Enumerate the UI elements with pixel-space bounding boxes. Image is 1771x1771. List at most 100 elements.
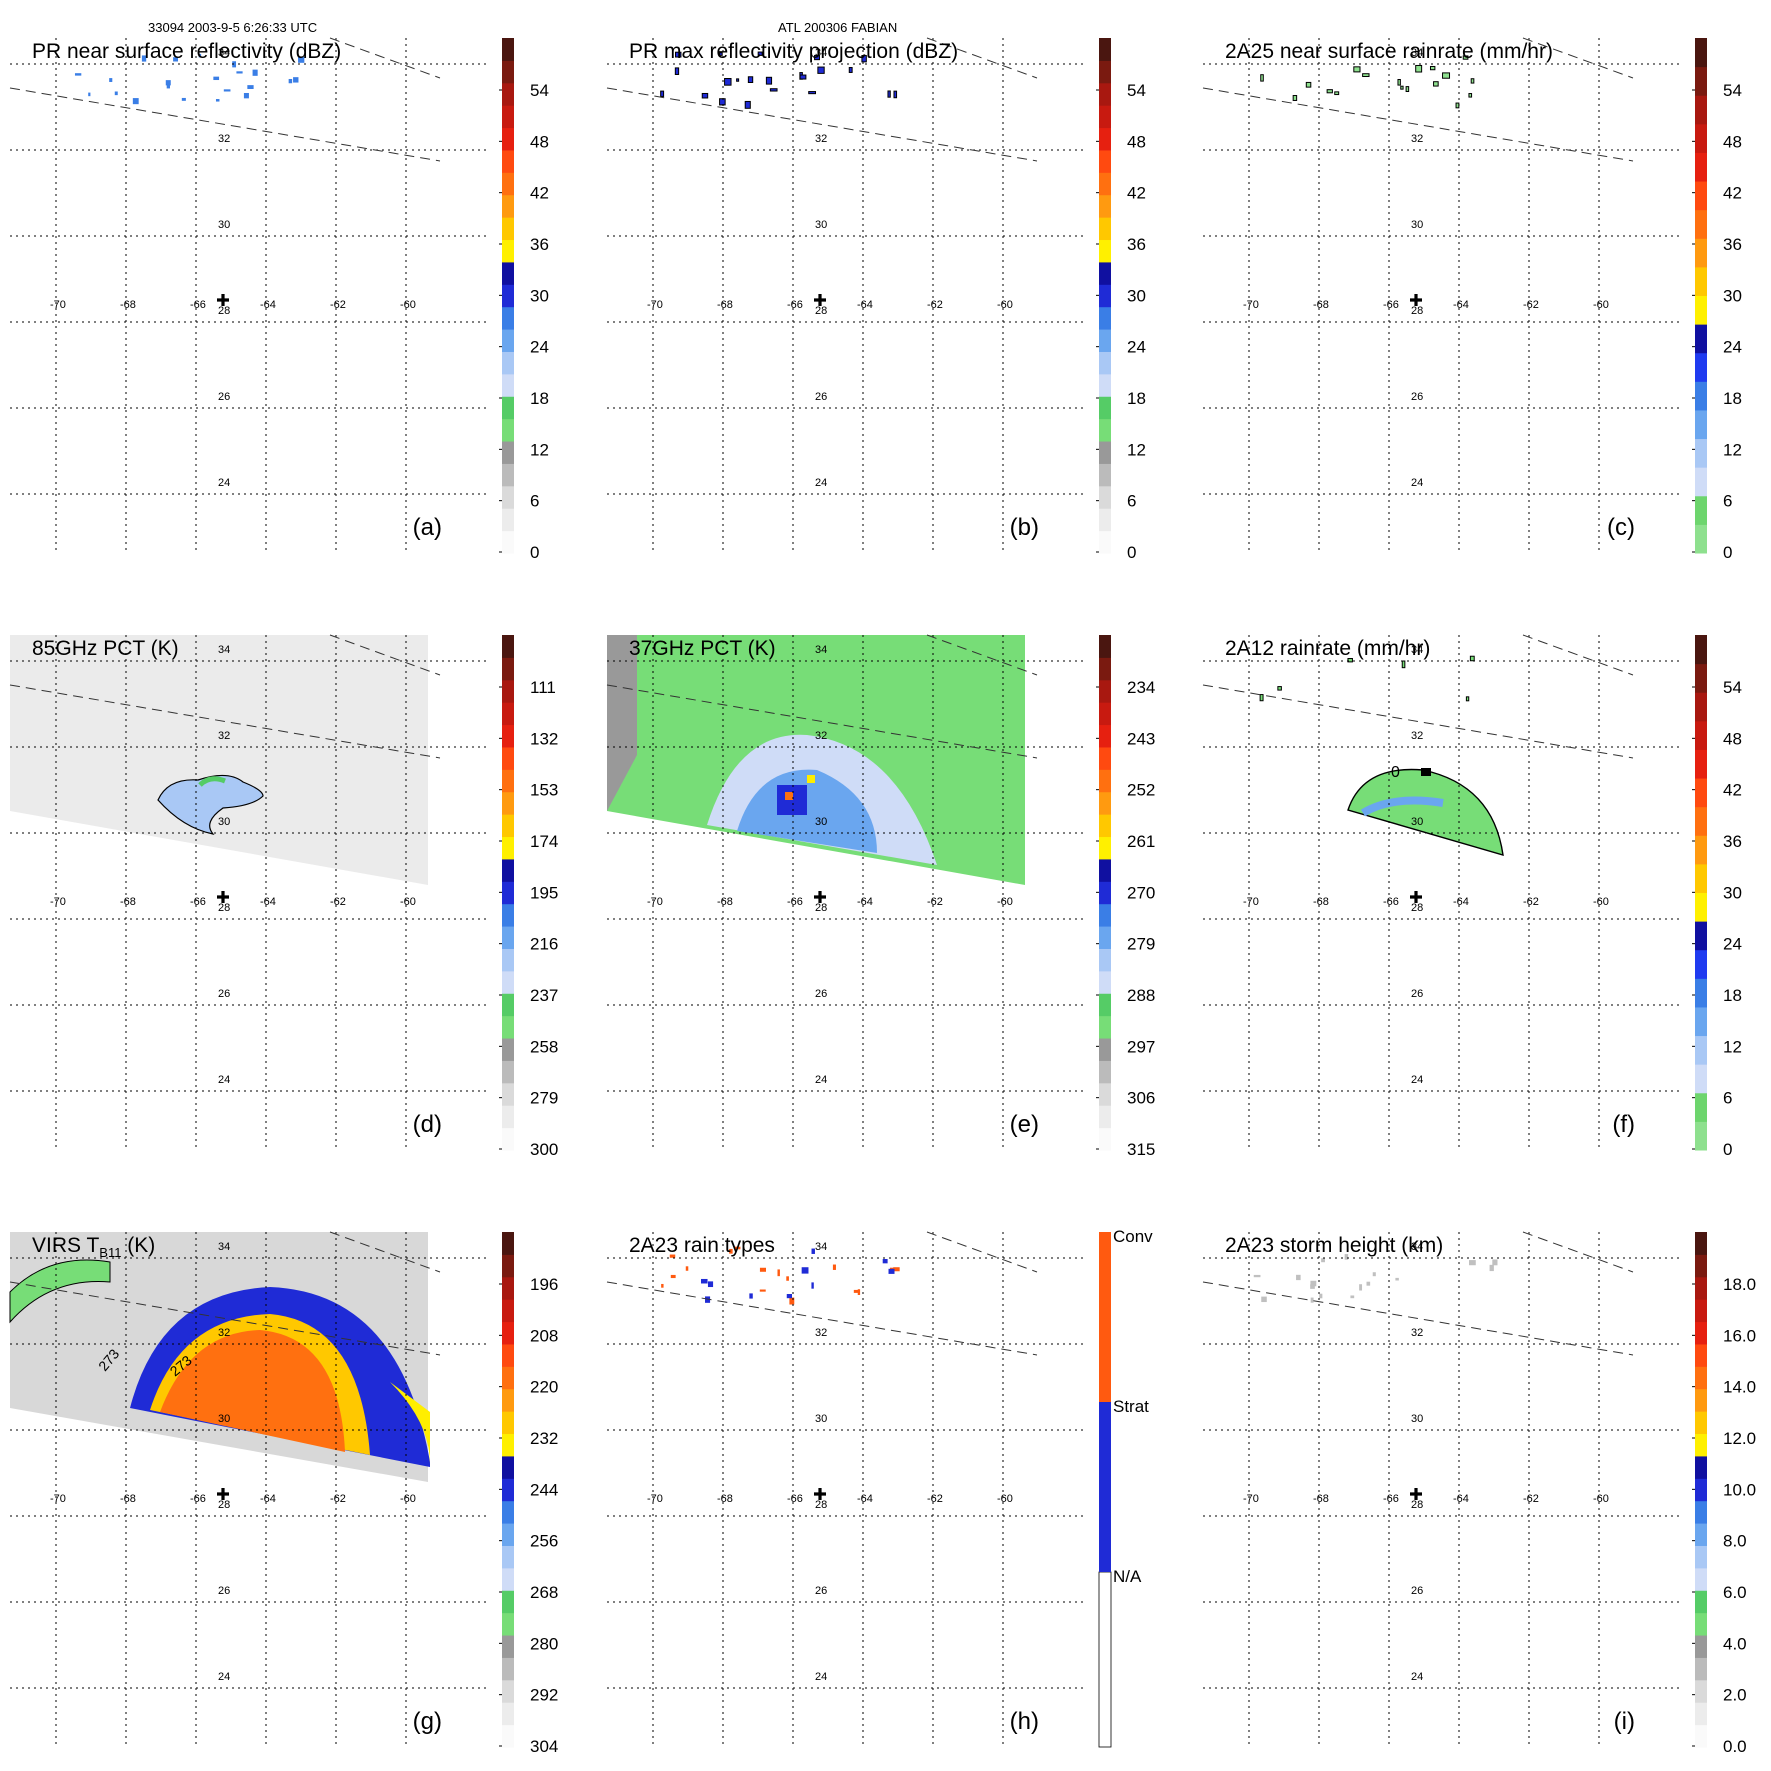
precip-echo-cell (777, 1269, 780, 1277)
colorbar-segment (502, 814, 514, 838)
colorbar-segment (502, 1127, 514, 1151)
colorbar-segment (1099, 657, 1111, 681)
longitude-label: -68 (1313, 299, 1329, 311)
colorbar-segment (1695, 1006, 1707, 1037)
longitude-label: -70 (647, 896, 663, 908)
colorbar-segment (1695, 409, 1707, 440)
colorbar-segment (1099, 993, 1111, 1017)
swath-edge-dashed (329, 634, 441, 676)
colorbar-segment (1099, 194, 1111, 218)
swath-edge-dashed (926, 1231, 1038, 1273)
colorbar-tick-label: 315 (1127, 1140, 1155, 1159)
precip-echo-cell (1259, 694, 1264, 702)
colorbar-segment (1695, 1455, 1707, 1479)
colorbar-segment (502, 1343, 514, 1367)
colorbar-tick-label: 36 (530, 235, 549, 254)
precip-echo-cell (1397, 79, 1401, 86)
latitude-label: 26 (815, 1585, 827, 1597)
precip-echo-cell (252, 69, 258, 76)
panel-c: -70 -68 -66 -64 -62 -60 34 32 30 28 26 24 2A25 near … (1202, 37, 1742, 562)
latitude-label: 30 (1411, 816, 1423, 828)
longitude-label: -66 (1383, 299, 1399, 311)
colorbar-segment (1099, 217, 1111, 241)
colorbar-segment (1099, 1105, 1111, 1129)
precip-echo-cell (817, 66, 825, 74)
panel-f: 0 -70 -68 -66 -64 -62 -60 34 32 30 28 26 24 2A12 rain… (1202, 634, 1742, 1159)
precip-echo-cell (759, 1267, 766, 1272)
colorbar-segment (1695, 778, 1707, 808)
longitude-label: -66 (787, 1493, 803, 1505)
precip-echo-cell (1353, 66, 1361, 73)
precip-echo-cell (213, 76, 220, 81)
colorbar-tick-label: 42 (1723, 184, 1742, 203)
longitude-label: -68 (717, 896, 733, 908)
precip-echo-cell (1492, 1259, 1498, 1266)
colorbar-tick-label: 54 (530, 81, 549, 100)
colorbar-segment (502, 1433, 514, 1457)
panel-title: 2A12 rainrate (mm/hr) (1225, 637, 1430, 660)
swath-edge-dashed (606, 684, 1038, 759)
latitude-label: 26 (815, 988, 827, 1000)
longitude-label: -70 (1243, 299, 1259, 311)
colorbar-tick-label: 220 (530, 1378, 558, 1397)
storm-center-plus-icon (1410, 1488, 1422, 1500)
colorbar-segment (1099, 463, 1111, 487)
longitude-label: -62 (927, 896, 943, 908)
colorbar-tick-label: 48 (1723, 729, 1742, 748)
precip-echo-cell (236, 71, 243, 74)
colorbar-tick-label: 297 (1127, 1037, 1155, 1056)
colorbar-segment (1099, 351, 1111, 375)
panel-letter: (h) (1010, 1708, 1039, 1735)
latitude-label: 28 (815, 1499, 827, 1511)
colorbar-segment (502, 38, 514, 61)
precip-echo-cell (757, 51, 763, 56)
colorbar-tick-label: 48 (530, 132, 549, 151)
latitude-label: 28 (815, 902, 827, 914)
precip-echo-cell (288, 78, 293, 84)
longitude-label: -64 (260, 896, 276, 908)
swath-edge-dashed (1202, 684, 1634, 759)
precip-echo-cell (848, 66, 853, 73)
colorbar-segment (1099, 418, 1111, 442)
colorbar-segment (1695, 1523, 1707, 1546)
colorbar-tick-label: 111 (530, 678, 556, 697)
colorbar-segment (502, 1388, 514, 1412)
precip-echo-cell (1395, 1277, 1399, 1281)
colorbar-segment (1099, 769, 1111, 793)
swath-edge-dashed (926, 634, 1038, 676)
colorbar-tick-label: 54 (1723, 81, 1742, 100)
colorbar-tick-label: 54 (1723, 678, 1742, 697)
colorbar-tick-label: 6 (1723, 1089, 1732, 1108)
colorbar-segment (1695, 495, 1707, 525)
panel-title: 2A25 near surface rainrate (mm/hr) (1225, 40, 1553, 63)
colorbar-segment (502, 1455, 514, 1479)
longitude-label: -68 (1313, 1493, 1329, 1505)
colorbar-segment (1695, 863, 1707, 893)
longitude-label: -60 (400, 299, 416, 311)
colorbar-segment (502, 284, 514, 308)
precip-echo-cell (1442, 72, 1451, 79)
colorbar-tick-label: 12 (1723, 1037, 1742, 1056)
colorbar-tick-label: 6 (530, 492, 539, 511)
panel-g: 273 273-70 -68 -66 -64 -62 -60343230282624VIRS… (9, 1231, 558, 1756)
colorbar-tick-label: 2.0 (1723, 1686, 1747, 1705)
colorbar-segment (502, 970, 514, 994)
colorbar-tick-label: 48 (1127, 132, 1146, 151)
latitude-label: 30 (1411, 219, 1423, 231)
longitude-label: -60 (997, 299, 1013, 311)
precip-echo-cell (243, 92, 249, 99)
panel-letter: (c) (1607, 514, 1635, 541)
colorbar-segment (1695, 1121, 1707, 1151)
precip-echo-cell (1405, 86, 1410, 93)
hotspot-37ghz (807, 775, 815, 783)
colorbar-segment (1695, 1232, 1707, 1255)
colorbar-segment (502, 1612, 514, 1636)
panel-letter: (g) (413, 1708, 442, 1735)
colorbar-tick-label: 4.0 (1723, 1634, 1747, 1653)
longitude-label: -70 (1243, 1493, 1259, 1505)
longitude-label: -62 (1523, 299, 1539, 311)
colorbar-segment (1695, 1635, 1707, 1658)
precip-echo-cell (814, 54, 820, 61)
colorbar-tick-label: 0.0 (1723, 1737, 1747, 1756)
colorbar-tick-label: 0 (1723, 1140, 1732, 1159)
